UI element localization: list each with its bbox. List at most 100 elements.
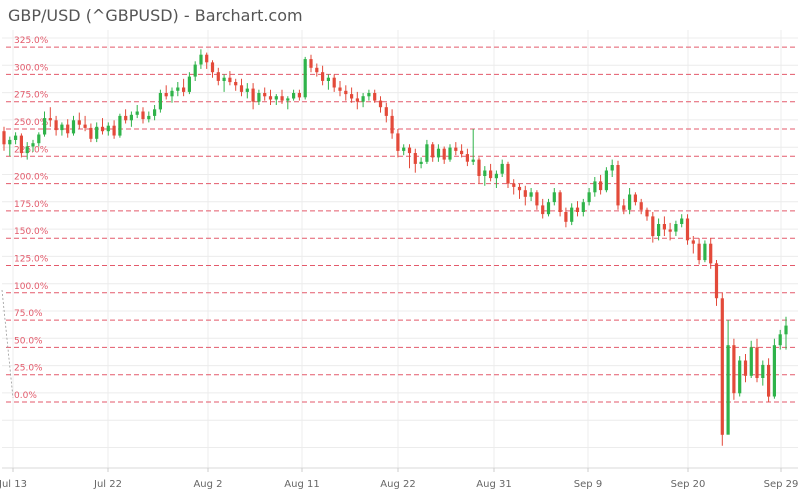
candle <box>425 139 429 164</box>
candle <box>616 160 620 210</box>
candle-body <box>176 87 180 91</box>
candle-body <box>419 161 423 164</box>
candle <box>639 198 643 215</box>
candle-body <box>31 143 35 147</box>
candle <box>633 192 637 206</box>
candle <box>743 354 748 383</box>
candle <box>332 74 336 92</box>
candle-body <box>512 183 516 187</box>
fib-level-label: 250.0% <box>14 118 49 128</box>
candle <box>118 113 122 138</box>
candle <box>355 91 359 110</box>
candle <box>361 93 365 108</box>
candle-body <box>535 192 539 206</box>
candle-body <box>413 153 417 164</box>
candle <box>761 360 765 386</box>
candle <box>268 89 273 105</box>
candle-body <box>465 154 469 162</box>
fib-level-label: 300.0% <box>14 63 49 73</box>
candle-body <box>83 124 87 128</box>
candle-body <box>234 82 238 86</box>
candle <box>494 170 498 188</box>
fib-level-label: 25.0% <box>14 364 43 374</box>
candle <box>187 72 191 95</box>
candle <box>31 139 35 152</box>
candle-body <box>268 96 273 100</box>
candle-body <box>407 147 412 154</box>
candle <box>280 89 284 104</box>
candle-body <box>709 243 713 264</box>
candle <box>135 105 139 119</box>
candle-body <box>674 224 678 232</box>
candle-body <box>431 144 435 158</box>
candle <box>222 74 226 92</box>
candle <box>477 157 481 184</box>
candle-body <box>483 170 487 176</box>
candle <box>199 49 203 69</box>
candle-body <box>587 192 591 203</box>
candle-body <box>8 139 12 145</box>
candle-body <box>309 59 313 68</box>
candle-body <box>685 218 690 241</box>
candle <box>564 207 568 228</box>
candle <box>622 198 626 215</box>
candle-body <box>158 93 162 110</box>
candle-body <box>292 93 296 99</box>
fib-level-label: 200.0% <box>14 173 49 183</box>
candle <box>767 358 771 402</box>
candle-body <box>575 207 580 212</box>
candle-body <box>570 207 574 222</box>
candle-body <box>743 360 748 376</box>
candle-body <box>772 345 776 397</box>
candle-body <box>361 96 365 102</box>
candle-body <box>48 118 52 121</box>
candle <box>390 109 394 139</box>
candle <box>182 78 186 97</box>
candle-body <box>89 127 93 139</box>
candle-body <box>71 120 76 134</box>
candle <box>205 52 209 69</box>
candle-body <box>651 216 655 237</box>
candle-body <box>691 240 695 244</box>
candle <box>147 111 151 123</box>
candle <box>442 146 446 164</box>
candle <box>193 61 197 81</box>
candle <box>407 144 412 169</box>
candle-body <box>118 115 122 136</box>
candle-body <box>187 76 191 92</box>
candle-body <box>749 347 753 376</box>
candle <box>714 260 719 306</box>
candle-body <box>274 96 278 100</box>
candle-body <box>263 93 267 97</box>
candle <box>292 89 296 101</box>
candle <box>413 148 417 173</box>
candle <box>263 87 267 101</box>
candle-body <box>454 147 458 151</box>
candle <box>83 115 87 132</box>
candle <box>71 115 76 136</box>
candle-body <box>720 298 724 435</box>
candle <box>587 188 591 206</box>
candle <box>599 174 603 195</box>
candle-body <box>164 93 168 97</box>
candle <box>95 122 99 143</box>
candle-body <box>529 192 533 197</box>
candle-body <box>205 54 209 63</box>
candle-body <box>517 186 522 191</box>
candle <box>674 220 678 236</box>
candle <box>465 148 469 167</box>
candle <box>546 198 551 217</box>
candle-body <box>170 90 174 97</box>
candle <box>483 166 487 186</box>
candle <box>454 142 458 156</box>
candle <box>703 240 707 263</box>
candle <box>657 218 661 241</box>
candle <box>384 102 388 123</box>
candle <box>668 222 672 241</box>
candle-body <box>338 87 342 91</box>
candle-body <box>60 124 64 131</box>
fib-anchor-guide <box>1 289 14 399</box>
candle-body <box>321 72 325 81</box>
candle-body <box>703 243 707 261</box>
candle <box>234 78 238 91</box>
